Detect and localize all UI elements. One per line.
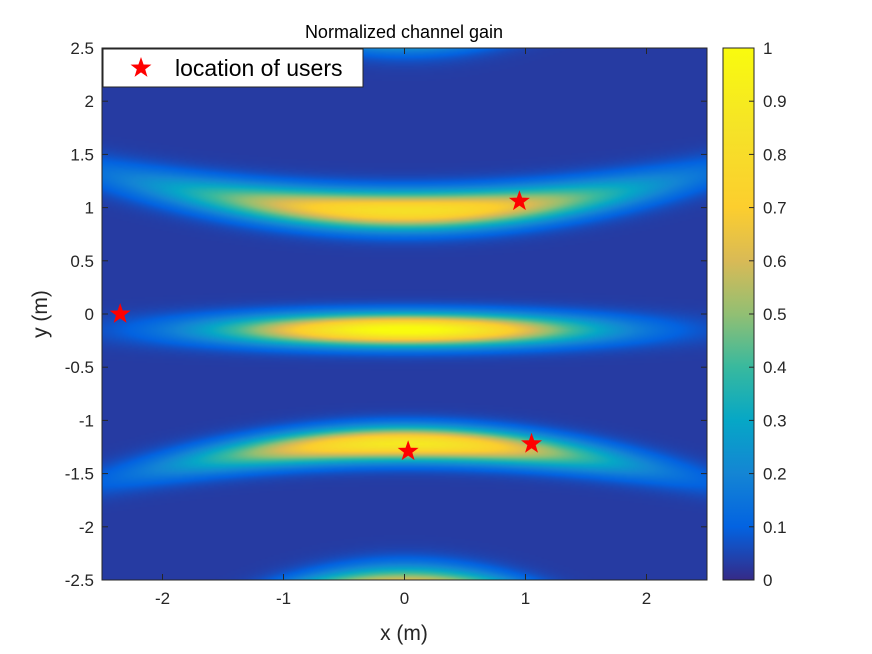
- y-tick-label: -1.5: [65, 465, 94, 484]
- colorbar-tick-label: 0.2: [763, 465, 787, 484]
- x-tick-label: 2: [642, 589, 651, 608]
- colorbar-tick-label: 0.7: [763, 199, 787, 218]
- user-markers: [109, 190, 543, 461]
- colorbar: 0 0.1 0.2 0.3 0.4 0.5 0.6 0.7 0.8 0.9 1: [722, 39, 787, 590]
- y-tick-label: -1: [79, 411, 94, 430]
- y-axis-label: y (m): [29, 290, 52, 338]
- colorbar-tick-label: 0.6: [763, 252, 787, 271]
- y-tick-label: 2: [85, 92, 94, 111]
- y-tick-label: 0: [85, 305, 94, 324]
- x-tick-label: 1: [521, 589, 530, 608]
- y-tick-label: -2.5: [65, 571, 94, 590]
- y-tick-label: 2.5: [70, 39, 94, 58]
- y-tick-label: 0.5: [70, 252, 94, 271]
- colorbar-tick-label: 0.3: [763, 411, 787, 430]
- legend-label: location of users: [175, 55, 342, 81]
- y-tick-label: -2: [79, 518, 94, 537]
- chart-title: Normalized channel gain: [305, 22, 503, 42]
- user-location-marker: [508, 190, 530, 211]
- y-tick-label: 1.5: [70, 145, 94, 164]
- user-location-marker: [397, 440, 419, 461]
- x-tick-label: 0: [400, 589, 409, 608]
- y-tick-label: -0.5: [65, 358, 94, 377]
- colorbar-tick-label: 0.4: [763, 358, 787, 377]
- colorbar-tick-label: 0: [763, 571, 772, 590]
- x-axis-label: x (m): [380, 622, 428, 645]
- x-tick-label: -2: [155, 589, 170, 608]
- colorbar-gradient: [722, 47, 755, 581]
- legend: location of users: [102, 48, 364, 88]
- y-axis-ticks: -2.5 -2 -1.5 -1 -0.5 0 0.5 1 1.5 2 2.5: [65, 39, 707, 590]
- colorbar-tick-label: 1: [763, 39, 772, 58]
- colorbar-tick-label: 0.5: [763, 305, 787, 324]
- x-tick-label: -1: [276, 589, 291, 608]
- user-location-marker: [521, 432, 543, 453]
- legend-star-icon: [130, 57, 152, 77]
- y-tick-label: 1: [85, 199, 94, 218]
- colorbar-tick-label: 0.1: [763, 518, 787, 537]
- colorbar-tick-label: 0.9: [763, 92, 787, 111]
- colorbar-ticks: 0 0.1 0.2 0.3 0.4 0.5 0.6 0.7 0.8 0.9 1: [749, 39, 787, 590]
- user-location-marker: [109, 303, 131, 323]
- heatmap: [102, 48, 707, 580]
- colorbar-tick-label: 0.8: [763, 145, 787, 164]
- x-axis-ticks: -2 -1 0 1 2: [155, 48, 651, 608]
